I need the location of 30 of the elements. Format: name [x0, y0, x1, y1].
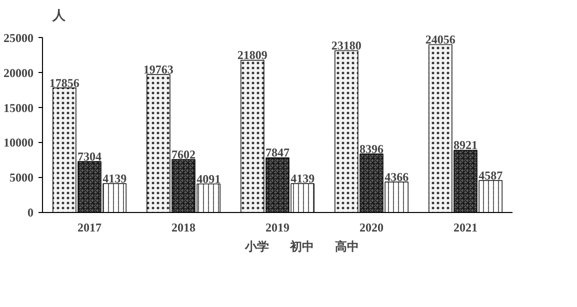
y-tick-label: 25000 [4, 30, 34, 45]
x-tick-label: 2019 [266, 220, 290, 234]
x-tick-label: 2021 [454, 220, 478, 234]
y-tick-label: 0 [28, 206, 34, 220]
text: 初中 [290, 238, 314, 256]
data-label: 8921 [454, 138, 478, 152]
data-label: 17856 [49, 76, 80, 90]
data-label: 7304 [78, 150, 102, 164]
y-tick-label: 20000 [4, 66, 34, 80]
x-tick-label: 2017 [78, 220, 102, 234]
data-label: 24056 [425, 32, 456, 47]
data-label: 19763 [143, 62, 174, 77]
data-label: 21809 [237, 48, 268, 62]
y-axis-title: 人 [52, 8, 66, 22]
y-tick-label: 15000 [4, 100, 34, 115]
data-label: 4587 [478, 168, 503, 182]
y-tick-label: 10000 [4, 136, 34, 150]
data-label: 4139 [102, 172, 127, 186]
data-label: 8396 [360, 142, 384, 156]
text: 小学 [245, 238, 269, 256]
x-tick-label: 2018 [172, 220, 196, 234]
data-label: 4091 [196, 172, 221, 186]
text: 高中 [335, 238, 359, 256]
data-label: 7602 [172, 147, 196, 162]
y-tick-label: 5000 [10, 170, 34, 185]
data-label: 4139 [290, 172, 315, 186]
data-label: 4366 [384, 170, 409, 184]
data-label: 7847 [266, 146, 290, 160]
data-label: 23180 [331, 38, 362, 53]
x-tick-label: 2020 [360, 220, 384, 234]
